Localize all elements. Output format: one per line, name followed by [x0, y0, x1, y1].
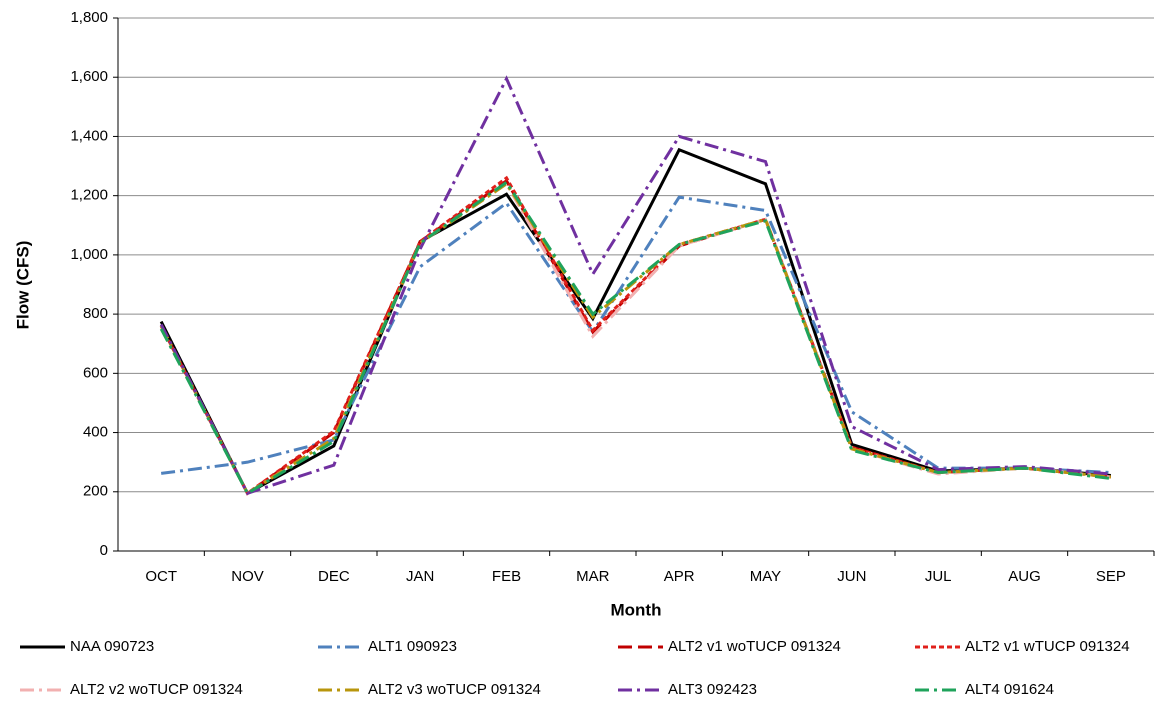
- legend-label: ALT2 v1 wTUCP 091324: [965, 638, 1130, 655]
- legend-label: ALT2 v2 woTUCP 091324: [70, 681, 243, 698]
- y-tick-label: 1,600: [70, 68, 108, 85]
- x-tick-label: FEB: [492, 568, 521, 585]
- x-tick-label: JUN: [837, 568, 866, 585]
- legend-label: ALT2 v3 woTUCP 091324: [368, 681, 541, 698]
- legend-label: ALT1 090923: [368, 638, 457, 655]
- x-tick-label: MAR: [576, 568, 610, 585]
- y-tick-label: 400: [83, 424, 108, 441]
- y-axis-title: Flow (CFS): [13, 241, 32, 330]
- legend-label: ALT3 092423: [668, 681, 757, 698]
- legend-label: ALT4 091624: [965, 681, 1054, 698]
- series-line: [159, 175, 1111, 496]
- series-line: [160, 195, 1111, 475]
- x-tick-label: NOV: [231, 568, 264, 585]
- x-tick-label: APR: [664, 568, 695, 585]
- legend-label: ALT2 v1 woTUCP 091324: [668, 638, 841, 655]
- legend-label: NAA 090723: [70, 638, 154, 655]
- y-tick-label: 800: [83, 305, 108, 322]
- y-tick-label: 1,400: [70, 127, 108, 144]
- y-tick-label: 600: [83, 364, 108, 381]
- x-tick-label: JUL: [925, 568, 952, 585]
- x-tick-label: DEC: [318, 568, 350, 585]
- y-tick-label: 1,000: [70, 246, 108, 263]
- y-tick-label: 1,800: [70, 9, 108, 26]
- series-line: [159, 180, 1112, 496]
- series-line: [159, 147, 1111, 496]
- x-axis-title: Month: [611, 600, 662, 619]
- x-tick-label: AUG: [1008, 568, 1041, 585]
- y-tick-label: 1,200: [70, 187, 108, 204]
- y-tick-label: 200: [83, 483, 108, 500]
- x-tick-label: MAY: [750, 568, 781, 585]
- x-tick-label: JAN: [406, 568, 434, 585]
- y-tick-label: 0: [100, 542, 108, 559]
- series-line: [159, 75, 1111, 496]
- x-tick-label: OCT: [145, 568, 177, 585]
- x-tick-label: SEP: [1096, 568, 1126, 585]
- series-line: [159, 181, 1111, 496]
